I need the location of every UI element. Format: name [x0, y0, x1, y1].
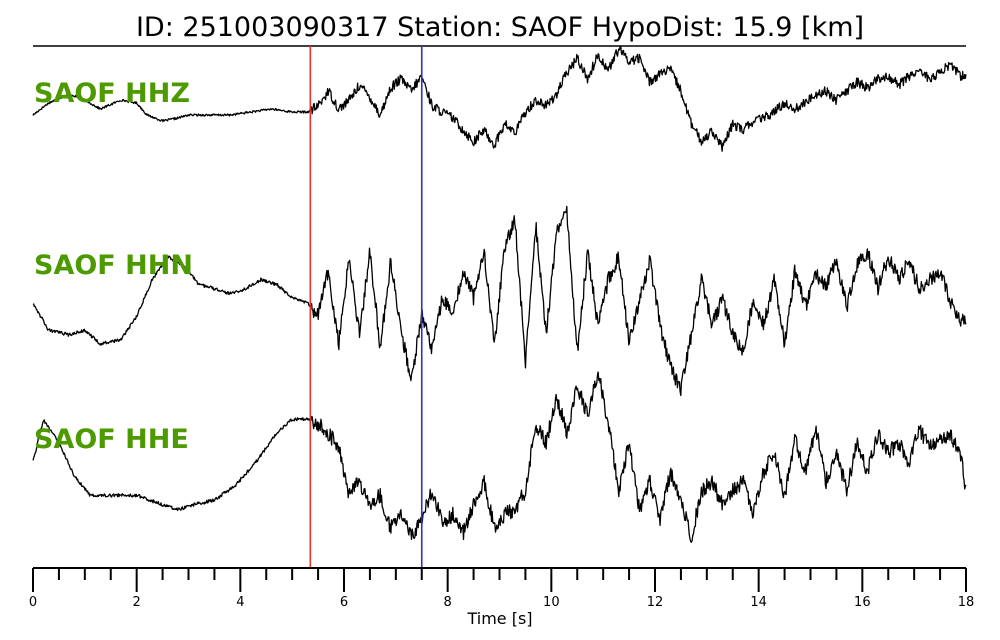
figure-title: ID: 251003090317 Station: SAOF HypoDist:… [136, 12, 864, 43]
x-tick-label: 10 [543, 595, 560, 610]
pick-lines [309, 46, 423, 568]
x-tick-label: 14 [750, 595, 767, 610]
x-tick-label: 2 [133, 595, 141, 610]
x-tick-label: 6 [340, 595, 348, 610]
trace-label: SAOF HHE [34, 424, 189, 455]
x-tick-label: 4 [236, 595, 244, 610]
waveform-trace [32, 46, 967, 152]
x-tick-label: 18 [958, 595, 975, 610]
trace-labels: SAOF HHZ SAOF HHN SAOF HHE [34, 78, 193, 455]
x-tick-label: 0 [29, 595, 37, 610]
x-tick-label: 12 [647, 595, 664, 610]
x-tick-label: 8 [444, 595, 452, 610]
x-tick-label: 16 [854, 595, 871, 610]
time-axis: 0 2 4 6 8 10 12 14 16 18 [29, 567, 975, 610]
x-axis-label: Time [s] [466, 609, 532, 628]
waveform-trace [32, 371, 967, 543]
trace-label: SAOF HHN [34, 250, 193, 281]
waveform-trace [32, 205, 967, 397]
trace-label: SAOF HHZ [34, 78, 190, 109]
trace-group [32, 46, 967, 543]
